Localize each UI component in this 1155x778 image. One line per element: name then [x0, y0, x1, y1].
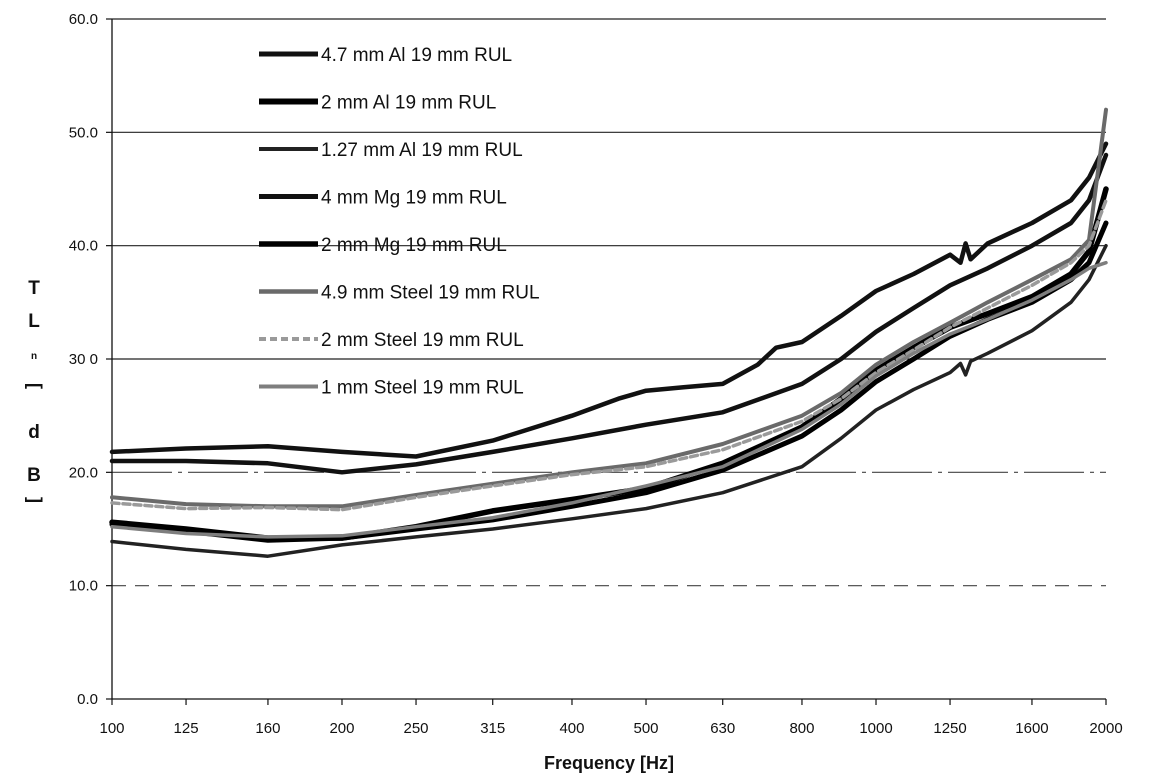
x-tick-label: 125 [174, 720, 199, 737]
legend-label: 1.27 mm Al 19 mm RUL [321, 140, 523, 161]
y-tick-label: 50.0 [69, 124, 98, 141]
y-axis-label-char: n [31, 351, 37, 362]
x-tick-label: 500 [634, 720, 659, 737]
legend-label: 2 mm Al 19 mm RUL [321, 93, 496, 114]
legend-label: 4 mm Mg 19 mm RUL [321, 188, 507, 209]
y-axis-label-char: T [28, 278, 40, 299]
axes [106, 18, 1107, 705]
y-tick-label: 60.0 [69, 11, 98, 28]
y-tick-labels: 0.0 10.0 20.0 30 0 40.0 50.0 60.0 [69, 11, 98, 708]
series-lines [109, 107, 1109, 558]
y-axis-label-char: ] [25, 497, 45, 503]
x-tick-label: 1250 [933, 720, 966, 737]
y-tick-label: 10.0 [69, 578, 98, 595]
x-tick-label: 200 [329, 720, 354, 737]
legend-label: 1 mm Steel 19 mm RUL [321, 378, 524, 399]
y-axis-label-char: B [27, 465, 41, 486]
x-tick-label: 1000 [859, 720, 892, 737]
y-axis-label-char: L [28, 311, 40, 332]
legend-label: 4.7 mm Al 19 mm RUL [321, 45, 512, 66]
series-line [110, 260, 1108, 539]
x-tick-label: 250 [404, 720, 429, 737]
series-line [109, 141, 1109, 459]
x-tick-label: 315 [480, 720, 505, 737]
series-line [110, 107, 1108, 509]
y-tick-label: 0.0 [77, 691, 98, 708]
x-axis-label: Frequency [Hz] [544, 753, 674, 773]
legend: 4.7 mm Al 19 mm RUL 2 mm Al 19 mm RUL 1.27… [259, 45, 540, 399]
legend-label: 4.9 mm Steel 19 mm RUL [321, 283, 540, 304]
y-axis-label-char: d [28, 422, 40, 443]
series-line [109, 220, 1109, 543]
y-tick-label: 30 0 [69, 351, 98, 368]
x-tick-label: 800 [789, 720, 814, 737]
x-tick-label: 100 [99, 720, 124, 737]
series-line [109, 152, 1109, 475]
x-tick-labels: 100 125 160 200 250 315 400 500 630 800 1000 1250 16… [99, 720, 1122, 737]
series-line [110, 198, 1108, 512]
series-line [110, 243, 1108, 558]
y-axis-label-char: [ [25, 383, 45, 389]
x-tick-label: 630 [710, 720, 735, 737]
y-axis-label: TLn [ d B] [25, 278, 45, 503]
y-tick-label: 40.0 [69, 238, 98, 255]
x-tick-label: 1600 [1015, 720, 1048, 737]
y-tick-label: 20.0 [69, 464, 98, 481]
x-tick-label: 160 [255, 720, 280, 737]
x-tick-label: 400 [559, 720, 584, 737]
legend-label: 2 mm Steel 19 mm RUL [321, 330, 524, 351]
x-tick-label: 2000 [1089, 720, 1122, 737]
legend-label: 2 mm Mg 19 mm RUL [321, 235, 507, 256]
